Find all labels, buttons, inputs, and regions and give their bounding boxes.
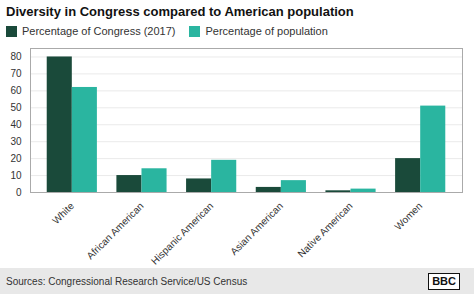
svg-text:White: White	[50, 200, 76, 226]
svg-text:Native American: Native American	[295, 200, 354, 259]
html-text:Percentage of population: Percentage of population	[205, 25, 328, 37]
html-text:Percentage of Congress (2017): Percentage of Congress (2017)	[22, 25, 176, 37]
svg-text:African American: African American	[84, 200, 145, 261]
svg-text:60: 60	[10, 85, 22, 96]
svg-text:Asian American: Asian American	[228, 200, 285, 257]
html-text:BBC: BBC	[432, 274, 456, 287]
svg-text:80: 80	[10, 51, 22, 62]
svg-text:70: 70	[10, 68, 22, 79]
html-text:Diversity in Congress compared: Diversity in Congress compared to Americ…	[6, 4, 354, 19]
svg-text:20: 20	[10, 153, 22, 164]
svg-text:0: 0	[16, 187, 22, 198]
html-text:Sources: Congressional Researc: Sources: Congressional Research Service/…	[6, 275, 248, 287]
svg-text:30: 30	[10, 136, 22, 147]
svg-text:10: 10	[10, 170, 22, 181]
svg-text:Women: Women	[392, 200, 424, 232]
svg-text:50: 50	[10, 102, 22, 113]
svg-text:40: 40	[10, 119, 22, 130]
svg-text:Hispanic American: Hispanic American	[149, 200, 215, 266]
